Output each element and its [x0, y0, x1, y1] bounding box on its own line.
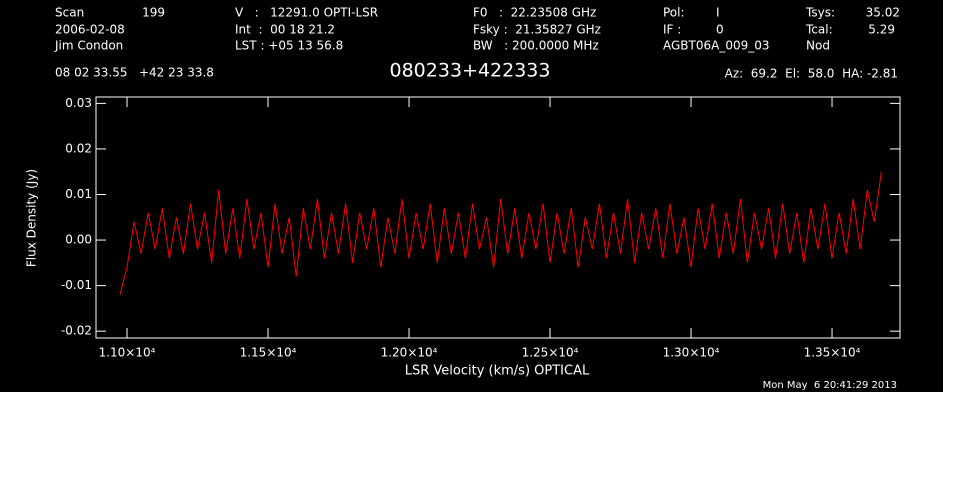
chart-title: 080233+422333	[390, 60, 551, 82]
label: Tsys:	[805, 6, 835, 20]
integration: Int : 00 18 21.2	[235, 23, 335, 37]
x-tick-label: 1.10×10⁴	[99, 346, 156, 360]
value: 0	[716, 23, 724, 37]
value: 35.02	[866, 6, 900, 20]
y-tick-label: -0.01	[61, 278, 92, 292]
x-tick-label: 1.25×10⁴	[522, 346, 579, 360]
pointing: Az: 69.2 El: 58.0 HA: -2.81	[725, 67, 898, 81]
value: 199	[142, 6, 165, 20]
y-tick-label: -0.02	[61, 324, 92, 338]
spectrum-line	[119, 171, 882, 295]
x-tick-label: 1.35×10⁴	[804, 346, 861, 360]
procedure: Nod	[806, 39, 830, 53]
velocity: V : 12291.0 OPTI-LSR	[235, 6, 378, 20]
x-tick-label: 1.20×10⁴	[381, 346, 438, 360]
y-tick-label: 0.03	[65, 96, 92, 110]
project: AGBT06A_009_03	[663, 39, 770, 53]
observer: Jim Condon	[54, 39, 123, 53]
plot-frame	[95, 96, 901, 339]
date: 2006-02-08	[55, 23, 125, 37]
timestamp: Mon May 6 20:41:29 2013	[763, 380, 897, 391]
y-tick-label: 0.01	[65, 187, 92, 201]
plot-background	[0, 0, 943, 392]
label: Pol:	[663, 6, 685, 20]
fsky: Fsky : 21.35827 GHz	[473, 23, 601, 37]
header: Scan 199 2006-02-08 Jim Condon V : 12291…	[25, 6, 901, 392]
label: IF :	[663, 23, 681, 37]
label: Scan	[55, 6, 84, 20]
lst: LST : +05 13 56.8	[235, 39, 343, 53]
label: Tcal:	[805, 23, 833, 37]
f0: F0 : 22.23508 GHz	[473, 6, 596, 20]
value: 5.29	[868, 23, 895, 37]
y-tick-label: 0.00	[65, 233, 92, 247]
x-tick-label: 1.15×10⁴	[240, 346, 297, 360]
y-axis-label: Flux Density (Jy)	[25, 169, 39, 267]
coordinates: 08 02 33.55 +42 23 33.8	[55, 66, 214, 80]
y-tick-label: 0.02	[65, 141, 92, 155]
x-axis-label: LSR Velocity (km/s) OPTICAL	[405, 364, 590, 379]
x-tick-label: 1.30×10⁴	[663, 346, 720, 360]
bandwidth: BW : 200.0000 MHz	[473, 39, 599, 53]
value: I	[716, 6, 720, 20]
